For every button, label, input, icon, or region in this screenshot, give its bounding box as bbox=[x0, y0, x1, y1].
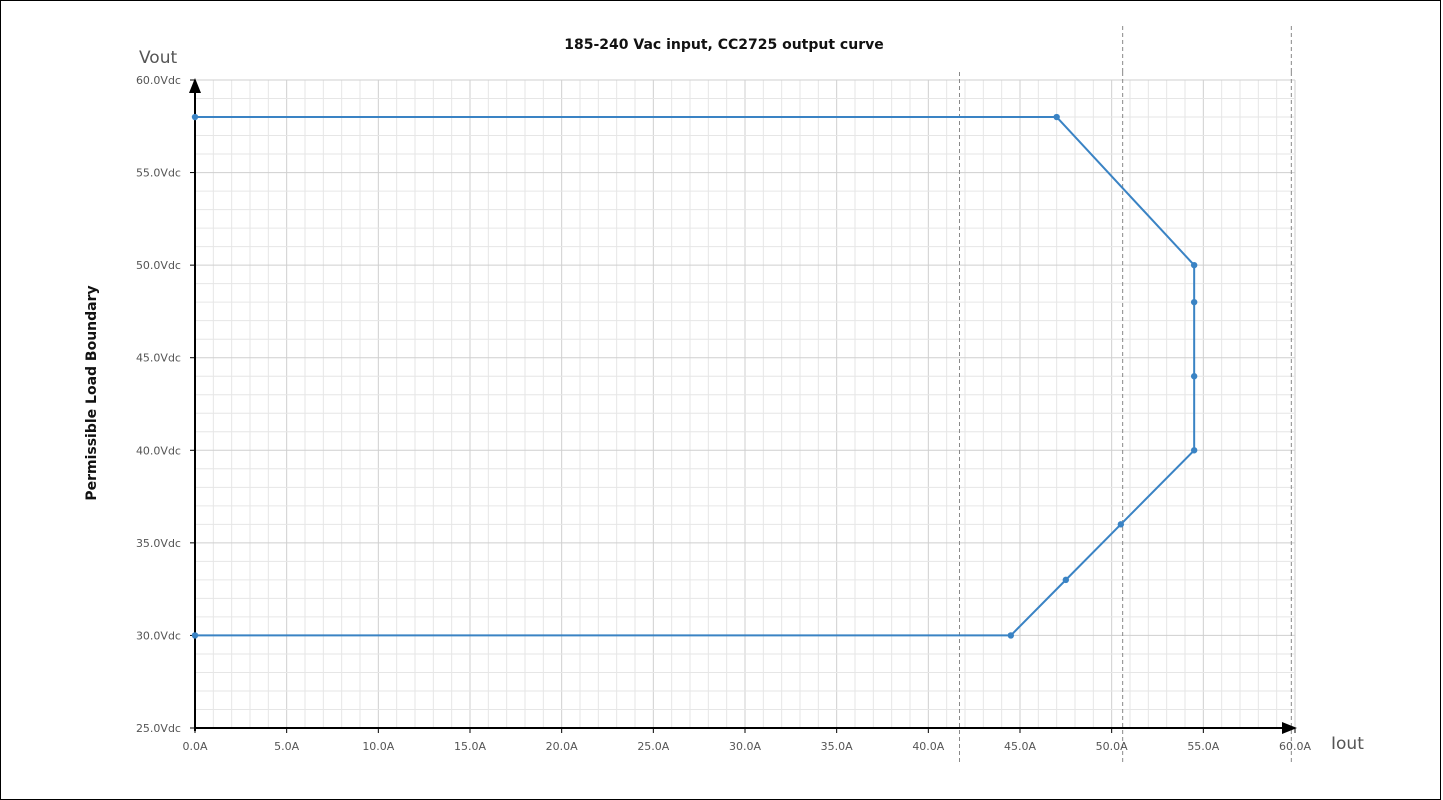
grid bbox=[194, 79, 1296, 729]
y-tick-label: 55.0Vdc bbox=[136, 167, 181, 180]
y-tick-label: 35.0Vdc bbox=[136, 537, 181, 550]
data-point bbox=[191, 113, 199, 121]
data-point bbox=[1117, 521, 1125, 528]
x-axis-name: Iout bbox=[1331, 734, 1364, 754]
data-point bbox=[1190, 261, 1198, 269]
series-layer bbox=[191, 113, 1198, 639]
x-tick-label: 30.0A bbox=[729, 740, 761, 753]
x-tick-label: 20.0A bbox=[546, 740, 578, 753]
y-tick-label: 40.0Vdc bbox=[136, 444, 181, 457]
data-point bbox=[1190, 447, 1198, 454]
data-point bbox=[1190, 298, 1198, 306]
series-line bbox=[195, 116, 1196, 637]
data-point bbox=[1053, 113, 1060, 121]
x-tick-label: 55.0A bbox=[1187, 740, 1219, 753]
x-tick-label: 10.0A bbox=[362, 740, 394, 753]
data-point bbox=[1007, 632, 1015, 639]
data-point bbox=[1062, 576, 1070, 584]
x-tick-label: 60.0A bbox=[1279, 740, 1311, 753]
y-tick-label: 45.0Vdc bbox=[136, 352, 181, 365]
x-tick-label: 0.0A bbox=[182, 740, 207, 753]
y-tick-label: 30.0Vdc bbox=[136, 629, 181, 642]
x-tick-label: 35.0A bbox=[821, 740, 853, 753]
x-tick-label: 15.0A bbox=[454, 740, 486, 753]
y-axis-arrow-icon bbox=[189, 78, 201, 93]
y-axis-label: Permissible Load Boundary bbox=[84, 285, 100, 500]
y-axis-name: Vout bbox=[139, 48, 177, 68]
data-point bbox=[191, 632, 199, 639]
data-point bbox=[1190, 373, 1198, 380]
x-tick-label: 25.0A bbox=[637, 740, 669, 753]
y-tick-label: 60.0Vdc bbox=[136, 74, 181, 87]
x-tick-label: 5.0A bbox=[274, 740, 299, 753]
tick-labels: 0.0A 5.0A 10.0A 15.0A 20.0A 25.0A 30.0A 35.0A 40… bbox=[136, 74, 1312, 753]
chart-title: 185-240 Vac input, CC2725 output curve bbox=[564, 37, 883, 53]
reference-lines bbox=[959, 26, 1292, 762]
axes bbox=[189, 78, 1297, 734]
y-tick-label: 50.0Vdc bbox=[136, 259, 181, 272]
x-tick-label: 40.0A bbox=[912, 740, 944, 753]
y-tick-label: 25.0Vdc bbox=[136, 722, 181, 735]
x-tick-label: 50.0A bbox=[1096, 740, 1128, 753]
x-tick-label: 45.0A bbox=[1004, 740, 1036, 753]
x-axis-arrow-icon bbox=[1282, 722, 1297, 734]
